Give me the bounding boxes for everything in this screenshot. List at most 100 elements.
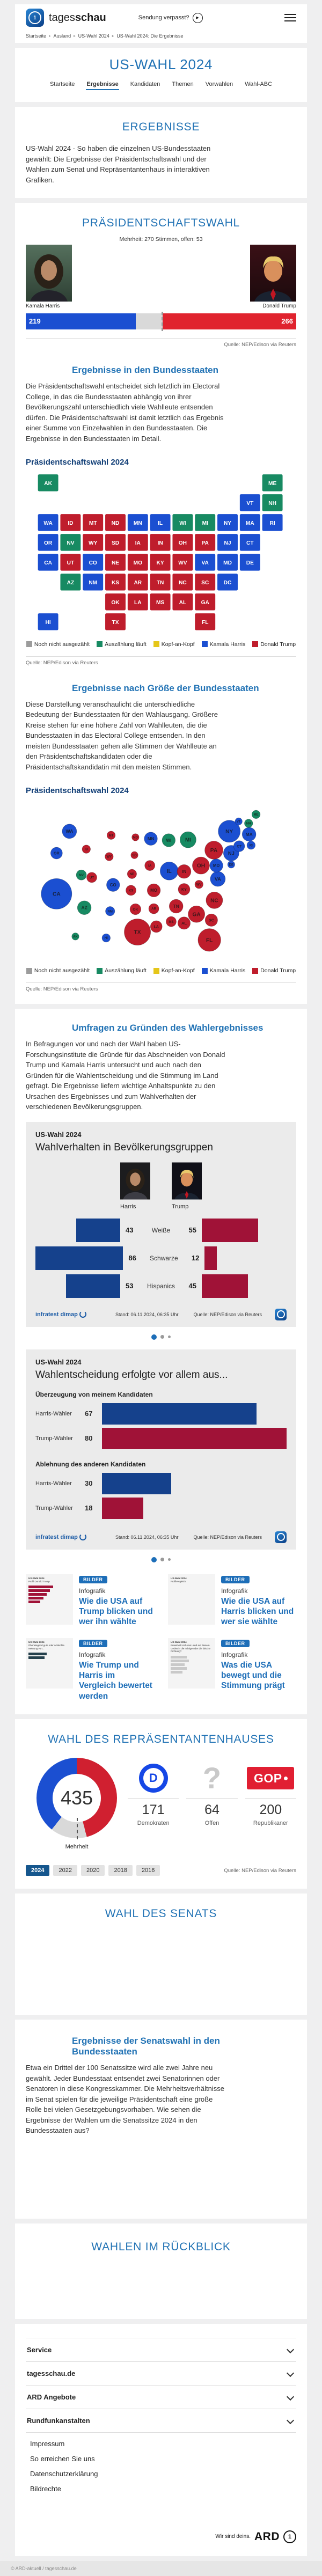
house-seats-donut[interactable]: 435: [36, 1758, 117, 1840]
state-bubble-AZ[interactable]: AZ: [77, 900, 92, 915]
state-bubble-WI[interactable]: WI: [162, 833, 175, 847]
state-tile-MN[interactable]: MN: [127, 513, 149, 532]
state-tile-ID[interactable]: ID: [60, 513, 82, 532]
state-bubble-SD[interactable]: SD: [130, 851, 138, 859]
state-tile-MO[interactable]: MO: [127, 553, 149, 571]
play-icon[interactable]: ▶: [192, 12, 203, 23]
carousel-dot[interactable]: [168, 1335, 171, 1339]
year-button-2020[interactable]: 2020: [80, 1865, 105, 1876]
tab-themen[interactable]: Themen: [172, 81, 194, 87]
state-tile-SC[interactable]: SC: [194, 573, 216, 591]
state-bubble-NE[interactable]: NE: [127, 869, 137, 879]
year-button-2018[interactable]: 2018: [108, 1865, 133, 1876]
state-bubble-NV[interactable]: NV: [76, 869, 87, 880]
missed-show-link[interactable]: Sendung verpasst? ▶: [138, 12, 203, 23]
state-bubble-IN[interactable]: IN: [177, 864, 192, 879]
state-tile-RI[interactable]: RI: [261, 513, 283, 532]
state-bubble-RI[interactable]: RI: [246, 841, 255, 850]
state-bubble-WY[interactable]: WY: [105, 852, 114, 861]
state-bubble-IL[interactable]: IL: [159, 862, 179, 880]
state-tile-IA[interactable]: IA: [127, 533, 149, 552]
state-tile-MD[interactable]: MD: [217, 553, 238, 571]
state-tile-CT[interactable]: CT: [239, 533, 261, 552]
state-bubble-MA[interactable]: MA: [241, 827, 257, 842]
teaser-item[interactable]: US-Wahl 2024 Profilvergleich BILDER Infogra…: [168, 1574, 296, 1627]
state-tile-PA[interactable]: PA: [194, 533, 216, 552]
teaser-title[interactable]: Wie Trump und Harris im Vergleich bewert…: [79, 1660, 152, 1701]
state-tile-WI[interactable]: WI: [172, 513, 194, 532]
tab-startseite[interactable]: Startseite: [49, 81, 75, 87]
state-bubble-NM[interactable]: NM: [105, 906, 115, 916]
state-bubble-MS[interactable]: MS: [166, 916, 177, 927]
state-tile-ME[interactable]: ME: [261, 474, 283, 492]
state-bubble-KY[interactable]: KY: [178, 883, 191, 896]
state-tile-NV[interactable]: NV: [60, 533, 82, 552]
tab-kandidaten[interactable]: Kandidaten: [130, 81, 160, 87]
state-tile-AK[interactable]: AK: [37, 474, 59, 492]
teaser-item[interactable]: US-Wahl 2024 Überwiegend gute oder schlec…: [26, 1638, 154, 1702]
state-tile-CA[interactable]: CA: [37, 553, 59, 571]
state-bubble-ND[interactable]: ND: [131, 833, 140, 841]
state-bubble-HI[interactable]: HI: [101, 934, 111, 943]
state-tile-LA[interactable]: LA: [127, 593, 149, 611]
state-tile-KS[interactable]: KS: [105, 573, 126, 591]
state-bubble-GA[interactable]: GA: [188, 905, 206, 923]
state-tile-HI[interactable]: HI: [37, 613, 59, 631]
state-bubble-AL[interactable]: AL: [177, 916, 191, 930]
state-bubble-KS[interactable]: KS: [126, 885, 136, 896]
state-tile-OR[interactable]: OR: [37, 533, 59, 552]
state-tile-FL[interactable]: FL: [194, 613, 216, 631]
state-tile-WY[interactable]: WY: [82, 533, 104, 552]
state-bubble-CT[interactable]: CT: [233, 840, 245, 852]
state-bubble-MD[interactable]: MD: [209, 858, 223, 872]
state-bubble-OK[interactable]: OK: [129, 904, 142, 915]
teaser-item[interactable]: US-Wahl 2024 Profil Donald Trump BILDER Inf…: [26, 1574, 154, 1627]
breadcrumb-item[interactable]: Ausland: [53, 33, 71, 39]
state-choropleth-map[interactable]: AK ME VT NH WA ID MT ND MN IL WI MI NY MA RI OR NV WY SD IA…: [26, 472, 296, 633]
carousel-dot[interactable]: [160, 1558, 164, 1562]
breadcrumb-item[interactable]: US-Wahl 2024: [78, 33, 109, 39]
tagesschau-logo-icon[interactable]: 1: [26, 9, 44, 27]
teaser-title[interactable]: Was die USA bewegt und die Stimmung präg…: [221, 1660, 285, 1691]
state-tile-TX[interactable]: TX: [105, 613, 126, 631]
breadcrumb-item[interactable]: Startseite: [26, 33, 47, 39]
year-button-2024[interactable]: 2024: [26, 1865, 50, 1876]
state-tile-IL[interactable]: IL: [149, 513, 171, 532]
state-bubble-map[interactable]: WA OR CA NV ID UT AZ MT WY CO NM ND SD NE KS OK TX MN IA MO…: [26, 801, 296, 959]
state-bubble-FL[interactable]: FL: [197, 928, 221, 952]
state-tile-MS[interactable]: MS: [149, 593, 171, 611]
state-tile-DE[interactable]: DE: [239, 553, 261, 571]
state-bubble-MI[interactable]: MI: [179, 831, 196, 848]
state-tile-TN[interactable]: TN: [149, 573, 171, 591]
footer-link-bildrechte[interactable]: Bildrechte: [30, 2484, 61, 2493]
tab-vorwahlen[interactable]: Vorwahlen: [205, 81, 233, 87]
state-tile-KY[interactable]: KY: [149, 553, 171, 571]
footer-accordion-rundfunkanstalten[interactable]: Rundfunkanstalten: [26, 2408, 296, 2433]
state-tile-NY[interactable]: NY: [217, 513, 238, 532]
state-tile-SD[interactable]: SD: [105, 533, 126, 552]
state-bubble-WV[interactable]: WV: [194, 880, 203, 889]
teaser-title[interactable]: Wie die USA auf Trump blicken und wer ih…: [79, 1596, 153, 1627]
tab-ergebnisse[interactable]: Ergebnisse: [86, 79, 119, 90]
state-tile-WV[interactable]: WV: [172, 553, 194, 571]
teaser-title[interactable]: Wie die USA auf Harris blicken und wer s…: [221, 1596, 294, 1627]
state-bubble-MO[interactable]: MO: [147, 883, 161, 898]
state-tile-NJ[interactable]: NJ: [217, 533, 238, 552]
state-tile-ND[interactable]: ND: [105, 513, 126, 532]
state-bubble-WA[interactable]: WA: [62, 824, 77, 839]
state-tile-MI[interactable]: MI: [194, 513, 216, 532]
teaser-item[interactable]: US-Wahl 2024 Entwickelt sich das Land auf…: [168, 1638, 296, 1702]
state-bubble-NY[interactable]: NY: [218, 820, 241, 843]
state-tile-NM[interactable]: NM: [82, 573, 104, 591]
footer-accordion-service[interactable]: Service: [26, 2337, 296, 2361]
state-bubble-NC[interactable]: NC: [206, 892, 223, 909]
state-tile-MA[interactable]: MA: [239, 513, 261, 532]
state-bubble-ME[interactable]: ME: [251, 810, 261, 819]
state-tile-OK[interactable]: OK: [105, 593, 126, 611]
state-bubble-SC[interactable]: SC: [204, 913, 218, 927]
state-bubble-TN[interactable]: TN: [169, 899, 184, 914]
state-bubble-LA[interactable]: LA: [150, 920, 163, 933]
state-tile-VA[interactable]: VA: [194, 553, 216, 571]
carousel-dot[interactable]: [151, 1557, 157, 1562]
state-bubble-IA[interactable]: IA: [144, 860, 156, 871]
